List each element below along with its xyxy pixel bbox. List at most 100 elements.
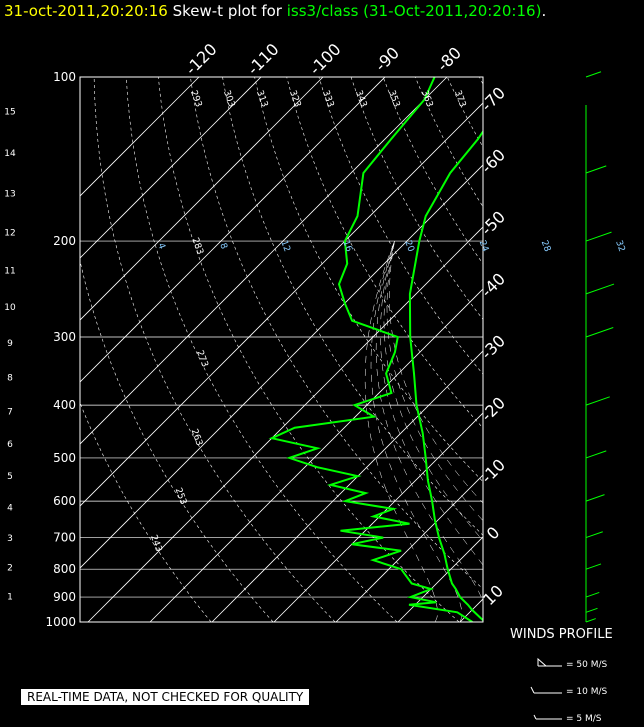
temperature-tick-label: -10 [477,455,509,487]
dry-adiabat-label: 303 [221,89,236,109]
moist-adiabat [370,241,463,622]
height-km-label: 6 [7,440,13,450]
dry-adiabat [286,77,483,429]
temperature-tick-label: -40 [477,269,509,301]
isotherm [80,102,483,507]
dry-adiabat [640,77,644,622]
dry-adiabat-label: 343 [353,89,368,109]
wind-legend-symbol [537,657,562,667]
moist-adiabat [364,241,438,622]
wind-legend-symbol [533,714,562,720]
pressure-label: 1000 [45,615,76,629]
isotherm [397,536,483,622]
temperature-tick-label: -80 [433,43,465,75]
wind-legend-50: = 50 M/S [566,660,608,670]
dry-adiabat [80,401,212,622]
dry-adiabat [80,259,274,622]
temperature-tick-label: -30 [477,331,509,363]
pressure-label: 300 [53,330,76,344]
pressure-label: 800 [53,562,76,576]
wind-legend-symbol [530,686,562,694]
isotherm [80,77,262,259]
height-km-label: 7 [7,407,13,417]
temperature-tick-label: -100 [306,40,345,79]
wind-barb [585,283,615,295]
isotherm [80,164,483,569]
dry-adiabat [414,77,483,208]
height-km-label: 15 [4,107,15,117]
dry-adiabat [222,77,483,536]
moist-adiabat [389,241,483,504]
dry-adiabat-label: 243 [148,534,163,554]
height-km-label: 12 [4,228,15,238]
isotherm [273,412,483,622]
wind-barb [585,327,614,338]
isotherm [80,77,324,321]
pressure-label: 900 [53,590,76,604]
height-km-label: 14 [4,149,16,159]
height-km-label: 1 [7,593,13,603]
pressure-label: 500 [53,451,76,465]
wind-barb [585,450,607,459]
plot-frame [79,76,484,623]
height-km-label: 4 [7,503,13,513]
height-km-label: 11 [4,266,15,276]
mixing-ratio-label: 16 [340,239,353,253]
mixing-ratio-label: 4 [155,242,166,251]
title-station: iss3/class (31-Oct-2011,20:20:16) [286,2,542,20]
height-km-label: 13 [4,189,15,199]
dry-adiabat [318,77,483,375]
dry-adiabat-label: 293 [188,89,203,109]
wind-barb [585,563,602,570]
temperature-tick-label: -120 [182,40,221,79]
pressure-label: 100 [53,70,76,84]
temperature-tick-label: -70 [477,83,509,115]
dry-adiabat [93,77,336,622]
winds-profile-title: WINDS PROFILE [510,627,613,642]
isotherm [522,77,644,622]
isotherm [335,474,483,622]
dry-adiabat [544,77,644,622]
height-km-label: 9 [7,339,13,349]
title-timestamp: 31-oct-2011,20:20:16 [4,2,168,20]
pressure-label: 700 [53,531,76,545]
mixing-ratio-label: 32 [613,239,626,253]
isotherm [80,77,448,445]
wind-barb [585,231,612,242]
temperature-tick-label: -60 [477,145,509,177]
dry-adiabat-label: 323 [287,89,302,109]
mixing-ratio-label: 20 [402,239,415,253]
dry-adiabat-label: 283 [190,236,205,256]
temperature-tick-label: -50 [477,207,509,239]
mixing-ratio-label: 28 [539,239,552,253]
mixing-ratio-label: 24 [477,239,490,253]
wind-legend-5: = 5 M/S [566,714,602,724]
isotherm [584,77,644,622]
dry-adiabat [512,77,644,622]
wind-barb [585,618,596,623]
temperature-tick-label: -90 [371,43,403,75]
moist-adiabat [386,241,483,522]
dry-adiabat-label: 353 [386,89,401,109]
isotherm [87,226,483,622]
wind-barb [585,71,602,78]
height-km-label: 8 [7,374,13,384]
isotherm [80,77,386,383]
temperature-tick-label: 0 [483,523,504,544]
dry-adiabat-label: 373 [452,89,467,109]
dry-adiabat-label: 333 [320,89,335,109]
height-km-label: 3 [7,534,13,544]
mixing-ratio-label: 8 [217,242,228,251]
isotherm [211,350,483,622]
dry-adiabat-label: 273 [194,349,209,369]
pressure-label: 400 [53,398,76,412]
chart-title: 31-oct-2011,20:20:16 Skew-t plot for iss… [4,2,546,20]
height-km-label: 10 [4,303,16,313]
wind-barb [585,591,600,598]
title-prefix: Skew-t plot for [172,2,282,20]
wind-barb [585,165,607,174]
wind-barb [585,396,610,406]
isotherm [80,77,200,197]
dry-adiabat [125,77,398,622]
dry-adiabat-label: 263 [189,428,204,448]
